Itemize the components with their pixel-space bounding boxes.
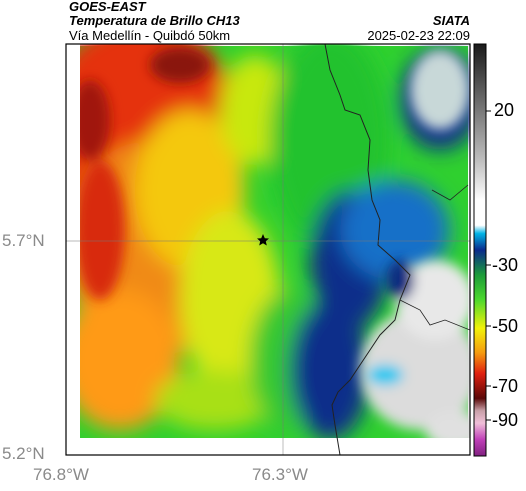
product-title: Temperatura de Brillo CH13 — [69, 13, 240, 28]
map-frame — [65, 43, 471, 456]
org-label: SIATA — [432, 13, 470, 28]
colorbar — [473, 43, 487, 457]
star-icon — [257, 234, 269, 246]
border-line — [431, 184, 469, 201]
colorbar-tick-label: -50 — [492, 316, 519, 336]
brightness-temperature-field — [66, 44, 470, 455]
colorbar-tick-label: -70 — [492, 376, 519, 396]
colorbar-ticks — [486, 110, 491, 421]
border-line — [399, 299, 470, 331]
colorbar-tick-label: 20 — [494, 100, 515, 120]
datetime-label: 2025-02-23 22:09 — [367, 28, 470, 43]
lon-label-right: 76.3°W — [252, 465, 308, 484]
colorbar-tick-label: -90 — [492, 410, 519, 430]
coastline — [324, 44, 411, 455]
satellite-title: GOES-EAST — [69, 0, 146, 14]
lon-label-left: 76.8°W — [33, 465, 89, 484]
lat-label-top: 5.7°N — [2, 231, 45, 250]
lat-label-bottom: 5.2°N — [2, 444, 45, 463]
region-subtitle: Vía Medellín - Quibdó 50km — [69, 28, 231, 43]
colorbar-tick-label: -30 — [492, 255, 519, 275]
